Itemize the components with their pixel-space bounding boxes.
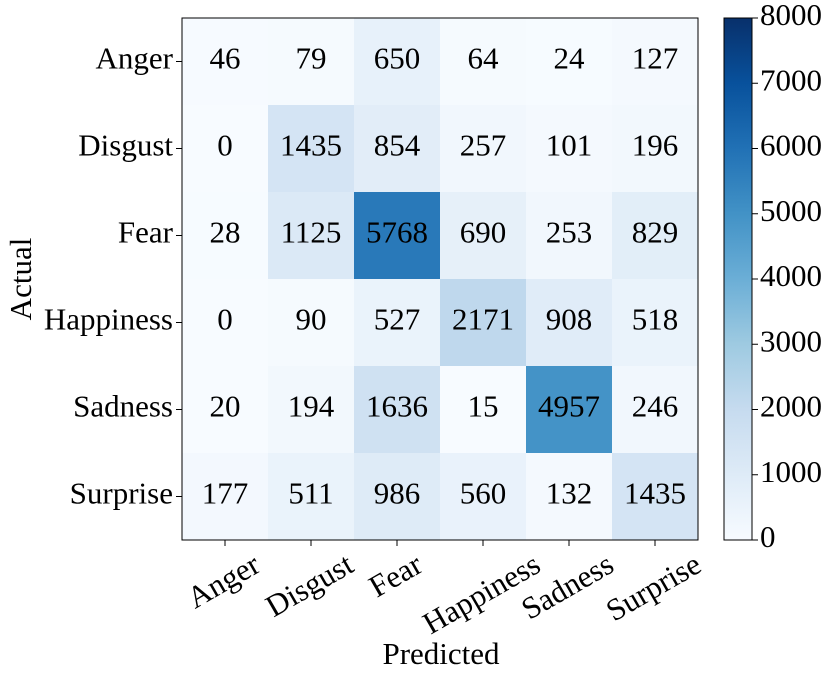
heatmap-cell	[182, 366, 269, 454]
cell-label: 690	[460, 215, 507, 250]
cell-label: 194	[288, 389, 335, 424]
cell-label: 246	[632, 389, 679, 424]
heatmap-cell	[354, 279, 441, 367]
heatmap-cell	[268, 192, 355, 280]
heatmap-cell	[354, 192, 441, 280]
colorbar	[723, 17, 753, 541]
cell-label: 1636	[366, 389, 428, 424]
cell-label: 90	[296, 302, 327, 337]
heatmap-cell	[268, 366, 355, 454]
cell-label: 257	[460, 128, 507, 163]
y-tick-label: Surprise	[70, 476, 173, 511]
heatmap-cell	[612, 366, 699, 454]
heatmap-cell	[612, 192, 699, 280]
heatmap-cell	[354, 453, 441, 541]
x-axis-label: Predicted	[382, 636, 500, 671]
cell-label: 5768	[366, 215, 428, 250]
heatmap-cell	[182, 105, 269, 193]
heatmap-cell	[612, 279, 699, 367]
cell-label: 132	[546, 476, 593, 511]
cell-label: 2171	[452, 302, 514, 337]
heatmap-cell	[526, 366, 613, 454]
y-tick-label: Sadness	[73, 389, 173, 424]
colorbar-tick-label: 3000	[760, 323, 822, 358]
y-tick-label: Happiness	[44, 302, 173, 337]
heatmap-cell	[182, 279, 269, 367]
cell-label: 79	[296, 41, 327, 76]
colorbar-tick-label: 6000	[760, 128, 822, 163]
cell-label: 1125	[281, 215, 342, 250]
cell-label: 986	[374, 476, 421, 511]
cell-label: 560	[460, 476, 507, 511]
colorbar-tick-label: 5000	[760, 193, 822, 228]
heatmap-cell	[526, 18, 613, 106]
colorbar-tick-label: 0	[760, 519, 776, 554]
cell-label: 1435	[280, 128, 342, 163]
heatmap-cell	[526, 192, 613, 280]
cell-label: 15	[468, 389, 499, 424]
cell-label: 64	[468, 41, 500, 76]
heatmap-cell	[526, 105, 613, 193]
plot-frame	[181, 17, 699, 541]
colorbar-tick-label: 1000	[760, 454, 822, 489]
heatmap-cell	[354, 105, 441, 193]
cell-label: 101	[546, 128, 593, 163]
heatmap-cell	[182, 453, 269, 541]
cell-label: 20	[210, 389, 241, 424]
cell-label: 854	[374, 128, 421, 163]
heatmap-cell	[440, 192, 527, 280]
cell-label: 0	[217, 302, 233, 337]
x-tick-label: Disgust	[260, 546, 360, 624]
heatmap-cell	[354, 366, 441, 454]
heatmap-cell	[526, 453, 613, 541]
heatmap-cell	[612, 18, 699, 106]
y-tick-label: Disgust	[78, 128, 173, 163]
cell-label: 518	[632, 302, 679, 337]
heatmap-cell	[440, 279, 527, 367]
cell-label: 908	[546, 302, 593, 337]
heatmap-cell	[440, 453, 527, 541]
heatmap-cell	[526, 279, 613, 367]
heatmap-cell	[182, 18, 269, 106]
y-tick-label: Anger	[96, 41, 174, 76]
heatmap-cell	[268, 453, 355, 541]
heatmap-cell	[182, 192, 269, 280]
colorbar-tick-label: 2000	[760, 389, 822, 424]
heatmap-cell	[268, 18, 355, 106]
heatmap-cell	[440, 18, 527, 106]
cell-label: 196	[632, 128, 679, 163]
heatmap-cell	[612, 105, 699, 193]
cell-label: 511	[288, 476, 333, 511]
cell-label: 0	[217, 128, 233, 163]
cell-label: 177	[202, 476, 249, 511]
cell-label: 253	[546, 215, 593, 250]
cell-label: 28	[210, 215, 241, 250]
x-tick-label: Anger	[181, 546, 266, 615]
heatmap-cell	[440, 105, 527, 193]
x-tick-label: Surprise	[600, 546, 707, 628]
heatmap-cell	[268, 105, 355, 193]
cell-label: 127	[632, 41, 679, 76]
cell-label: 650	[374, 41, 421, 76]
cell-label: 527	[374, 302, 421, 337]
cell-label: 829	[632, 215, 679, 250]
colorbar-tick-label: 8000	[760, 0, 822, 32]
heatmap-cell	[612, 453, 699, 541]
cell-label: 24	[554, 41, 586, 76]
y-tick-label: Fear	[118, 215, 174, 250]
heatmap-cell	[440, 366, 527, 454]
colorbar-tick-label: 7000	[760, 62, 822, 97]
heatmap-cell	[354, 18, 441, 106]
cell-label: 4957	[538, 389, 600, 424]
colorbar-tick-label: 4000	[760, 258, 822, 293]
cell-label: 1435	[624, 476, 686, 511]
heatmap-cell	[268, 279, 355, 367]
cell-label: 46	[210, 41, 241, 76]
x-tick-label: Fear	[363, 546, 429, 604]
y-axis-label: Actual	[3, 238, 38, 321]
